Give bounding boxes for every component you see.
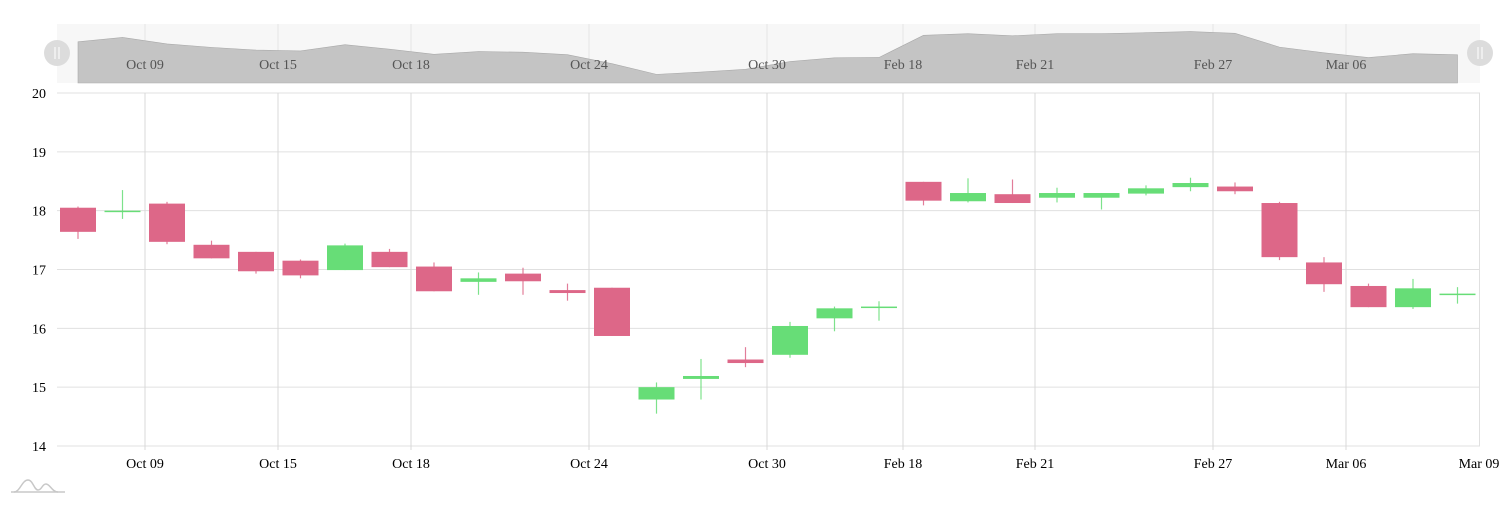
candle[interactable]: [1172, 177, 1209, 192]
candle[interactable]: [60, 206, 96, 239]
navigator-label: Oct 18: [392, 58, 430, 73]
candle[interactable]: [1261, 201, 1298, 261]
candle[interactable]: [549, 283, 586, 301]
navigator-label: Feb 18: [884, 58, 923, 73]
y-axis-labels: 14 15 16 17 18 19 20: [32, 87, 46, 455]
y-tick-label: 16: [32, 322, 46, 337]
candle[interactable]: [950, 178, 986, 203]
navigator-label: Feb 27: [1194, 58, 1233, 73]
x-tick-label: Feb 27: [1194, 457, 1233, 472]
x-tick-label: Feb 18: [884, 457, 923, 472]
y-tick-label: 14: [32, 440, 46, 455]
candle[interactable]: [994, 179, 1031, 204]
scroll-handle-left[interactable]: [44, 40, 70, 66]
candle[interactable]: [1039, 187, 1075, 203]
x-tick-label: Oct 24: [570, 457, 608, 472]
x-tick-label: Oct 15: [259, 457, 297, 472]
x-tick-label: Mar 06: [1326, 457, 1367, 472]
candle[interactable]: [327, 243, 363, 271]
candle[interactable]: [238, 251, 274, 274]
candle[interactable]: [638, 382, 675, 414]
candle[interactable]: [371, 248, 408, 268]
horizontal-gridlines: [57, 92, 1480, 447]
navigator-area-series: [77, 31, 1458, 84]
candle[interactable]: [149, 201, 185, 245]
candle[interactable]: [460, 272, 497, 295]
navigator-label: Oct 09: [126, 58, 164, 73]
candle[interactable]: [282, 259, 319, 279]
candle[interactable]: [816, 306, 853, 332]
candle[interactable]: [1395, 278, 1431, 309]
x-tick-label: Feb 21: [1016, 457, 1055, 472]
navigator-label: Oct 24: [570, 58, 608, 73]
chart-logo-icon[interactable]: [11, 479, 65, 493]
y-tick-label: 20: [32, 87, 46, 102]
navigator-axis-labels: Oct 09 Oct 15 Oct 18 Oct 24 Oct 30 Feb 18 Feb …: [126, 58, 1366, 73]
candle[interactable]: [505, 267, 541, 295]
candle[interactable]: [1350, 283, 1387, 308]
candle[interactable]: [727, 347, 764, 368]
candle[interactable]: [104, 190, 141, 219]
x-tick-label: Oct 30: [748, 457, 786, 472]
y-tick-label: 17: [32, 264, 46, 279]
candlestick-series[interactable]: [60, 177, 1476, 414]
vertical-gridlines: [144, 93, 1347, 450]
y-tick-label: 15: [32, 381, 46, 396]
candle[interactable]: [905, 181, 942, 206]
navigator-label: Feb 21: [1016, 58, 1055, 73]
candle[interactable]: [1083, 193, 1120, 210]
x-tick-label: Mar 09: [1459, 457, 1500, 472]
candle[interactable]: [594, 287, 630, 336]
candle[interactable]: [193, 240, 230, 259]
candle[interactable]: [1439, 287, 1476, 304]
x-tick-label: Oct 18: [392, 457, 430, 472]
navigator-label: Oct 30: [748, 58, 786, 73]
candle[interactable]: [1306, 257, 1342, 292]
y-tick-label: 19: [32, 146, 46, 161]
candle[interactable]: [861, 301, 897, 321]
navigator-scrollbar[interactable]: Oct 09 Oct 15 Oct 18 Oct 24 Oct 30 Feb 18 Feb …: [44, 24, 1493, 84]
navigator-label: Oct 15: [259, 58, 297, 73]
y-tick-label: 18: [32, 205, 46, 220]
navigator-label: Mar 06: [1326, 58, 1367, 73]
candle[interactable]: [1217, 182, 1253, 195]
candle[interactable]: [772, 321, 808, 358]
scroll-handle-right[interactable]: [1467, 40, 1493, 66]
x-axis-labels: Oct 09 Oct 15 Oct 18 Oct 24 Oct 30 Feb 18 Feb …: [126, 457, 1499, 472]
candle[interactable]: [1128, 185, 1164, 196]
x-tick-label: Oct 09: [126, 457, 164, 472]
candle[interactable]: [683, 358, 719, 400]
candle[interactable]: [416, 262, 452, 292]
